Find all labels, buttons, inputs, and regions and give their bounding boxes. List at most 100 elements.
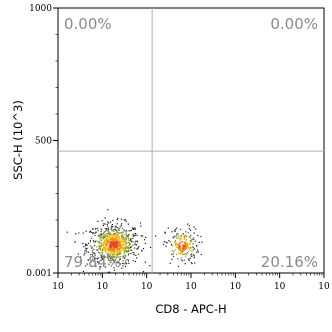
event-dot (119, 258, 121, 260)
event-dot (125, 261, 127, 263)
event-dot (126, 237, 128, 239)
event-dot (134, 232, 136, 235)
event-dot (193, 248, 195, 250)
event-dot (99, 268, 101, 270)
event-dot (87, 251, 89, 253)
event-dot (180, 228, 182, 230)
event-dot (125, 250, 127, 252)
event-dot (103, 254, 105, 256)
event-dot (192, 243, 194, 245)
event-dot (120, 224, 122, 226)
event-dot (175, 236, 177, 238)
event-dot (113, 251, 116, 254)
event-dot (115, 242, 118, 245)
event-dot (127, 239, 129, 241)
quadrant-label-lower-left: 79.84% (64, 253, 121, 271)
event-dot (113, 244, 115, 247)
event-dot (80, 256, 82, 258)
event-dot (100, 248, 102, 250)
event-dot (103, 234, 105, 236)
event-dot (125, 242, 127, 244)
event-dot (117, 242, 120, 244)
event-dot (165, 241, 167, 243)
event-dot (108, 263, 110, 265)
event-dot (108, 271, 111, 273)
event-dot (110, 256, 112, 258)
event-dot (114, 232, 116, 235)
event-dot (105, 238, 107, 241)
event-dot (135, 233, 137, 235)
event-dot (82, 242, 84, 245)
event-dot (85, 249, 87, 251)
event-dot (106, 235, 109, 237)
event-dot (109, 246, 112, 249)
event-dot (201, 241, 203, 243)
event-dot (113, 247, 116, 249)
event-dot (134, 228, 136, 230)
event-dot (132, 237, 134, 239)
event-dot (193, 239, 195, 241)
event-dot (114, 234, 116, 236)
event-dot (130, 246, 132, 248)
event-dot (123, 219, 125, 221)
event-dot (128, 230, 130, 232)
event-dot (75, 233, 77, 235)
event-dot (112, 247, 114, 250)
event-dot (94, 234, 96, 237)
event-dot (91, 228, 94, 230)
event-dot (123, 251, 125, 253)
event-dot (90, 254, 92, 256)
event-dot (194, 262, 196, 264)
event-dot (111, 224, 113, 226)
event-dot (105, 235, 107, 237)
event-dot (171, 258, 173, 260)
event-dot (187, 258, 189, 260)
event-dot (128, 247, 131, 249)
event-dot (110, 238, 113, 241)
event-dot (140, 225, 142, 227)
event-dot (101, 257, 103, 259)
event-dot (171, 250, 173, 252)
event-dot (93, 256, 95, 258)
event-dot (122, 243, 125, 246)
event-dot (109, 234, 111, 236)
event-dot (171, 231, 173, 233)
event-dot (118, 238, 121, 241)
event-dot (192, 237, 194, 239)
event-dot (120, 246, 122, 249)
event-dot (125, 230, 127, 232)
event-dot (129, 243, 131, 246)
event-dot (136, 257, 138, 259)
event-dot (96, 249, 98, 251)
event-dot (99, 235, 101, 237)
event-dot (100, 228, 102, 230)
event-dot (110, 251, 113, 253)
event-dot (128, 243, 130, 245)
event-dot (189, 249, 191, 251)
event-dot (123, 241, 126, 244)
event-dot (191, 255, 193, 257)
event-dot (179, 238, 181, 241)
event-dot (108, 248, 111, 251)
event-dot (105, 245, 107, 248)
event-dot (83, 246, 85, 248)
event-dot (128, 253, 130, 255)
event-dot (164, 232, 166, 234)
event-dot (117, 262, 119, 264)
event-dot (103, 231, 105, 233)
event-dot (107, 240, 110, 243)
event-dot (193, 257, 195, 259)
x-tick-label: 10 (318, 282, 330, 292)
event-dot (114, 257, 116, 259)
event-dot (105, 251, 107, 253)
event-dot (179, 252, 182, 255)
event-dot (118, 227, 120, 229)
event-dot (114, 238, 117, 241)
event-dot (109, 259, 111, 261)
event-dot (110, 234, 112, 237)
event-dot (127, 237, 130, 239)
event-dot (183, 253, 185, 255)
event-dot (125, 255, 127, 257)
event-dot (121, 234, 123, 236)
event-dot (184, 241, 186, 244)
